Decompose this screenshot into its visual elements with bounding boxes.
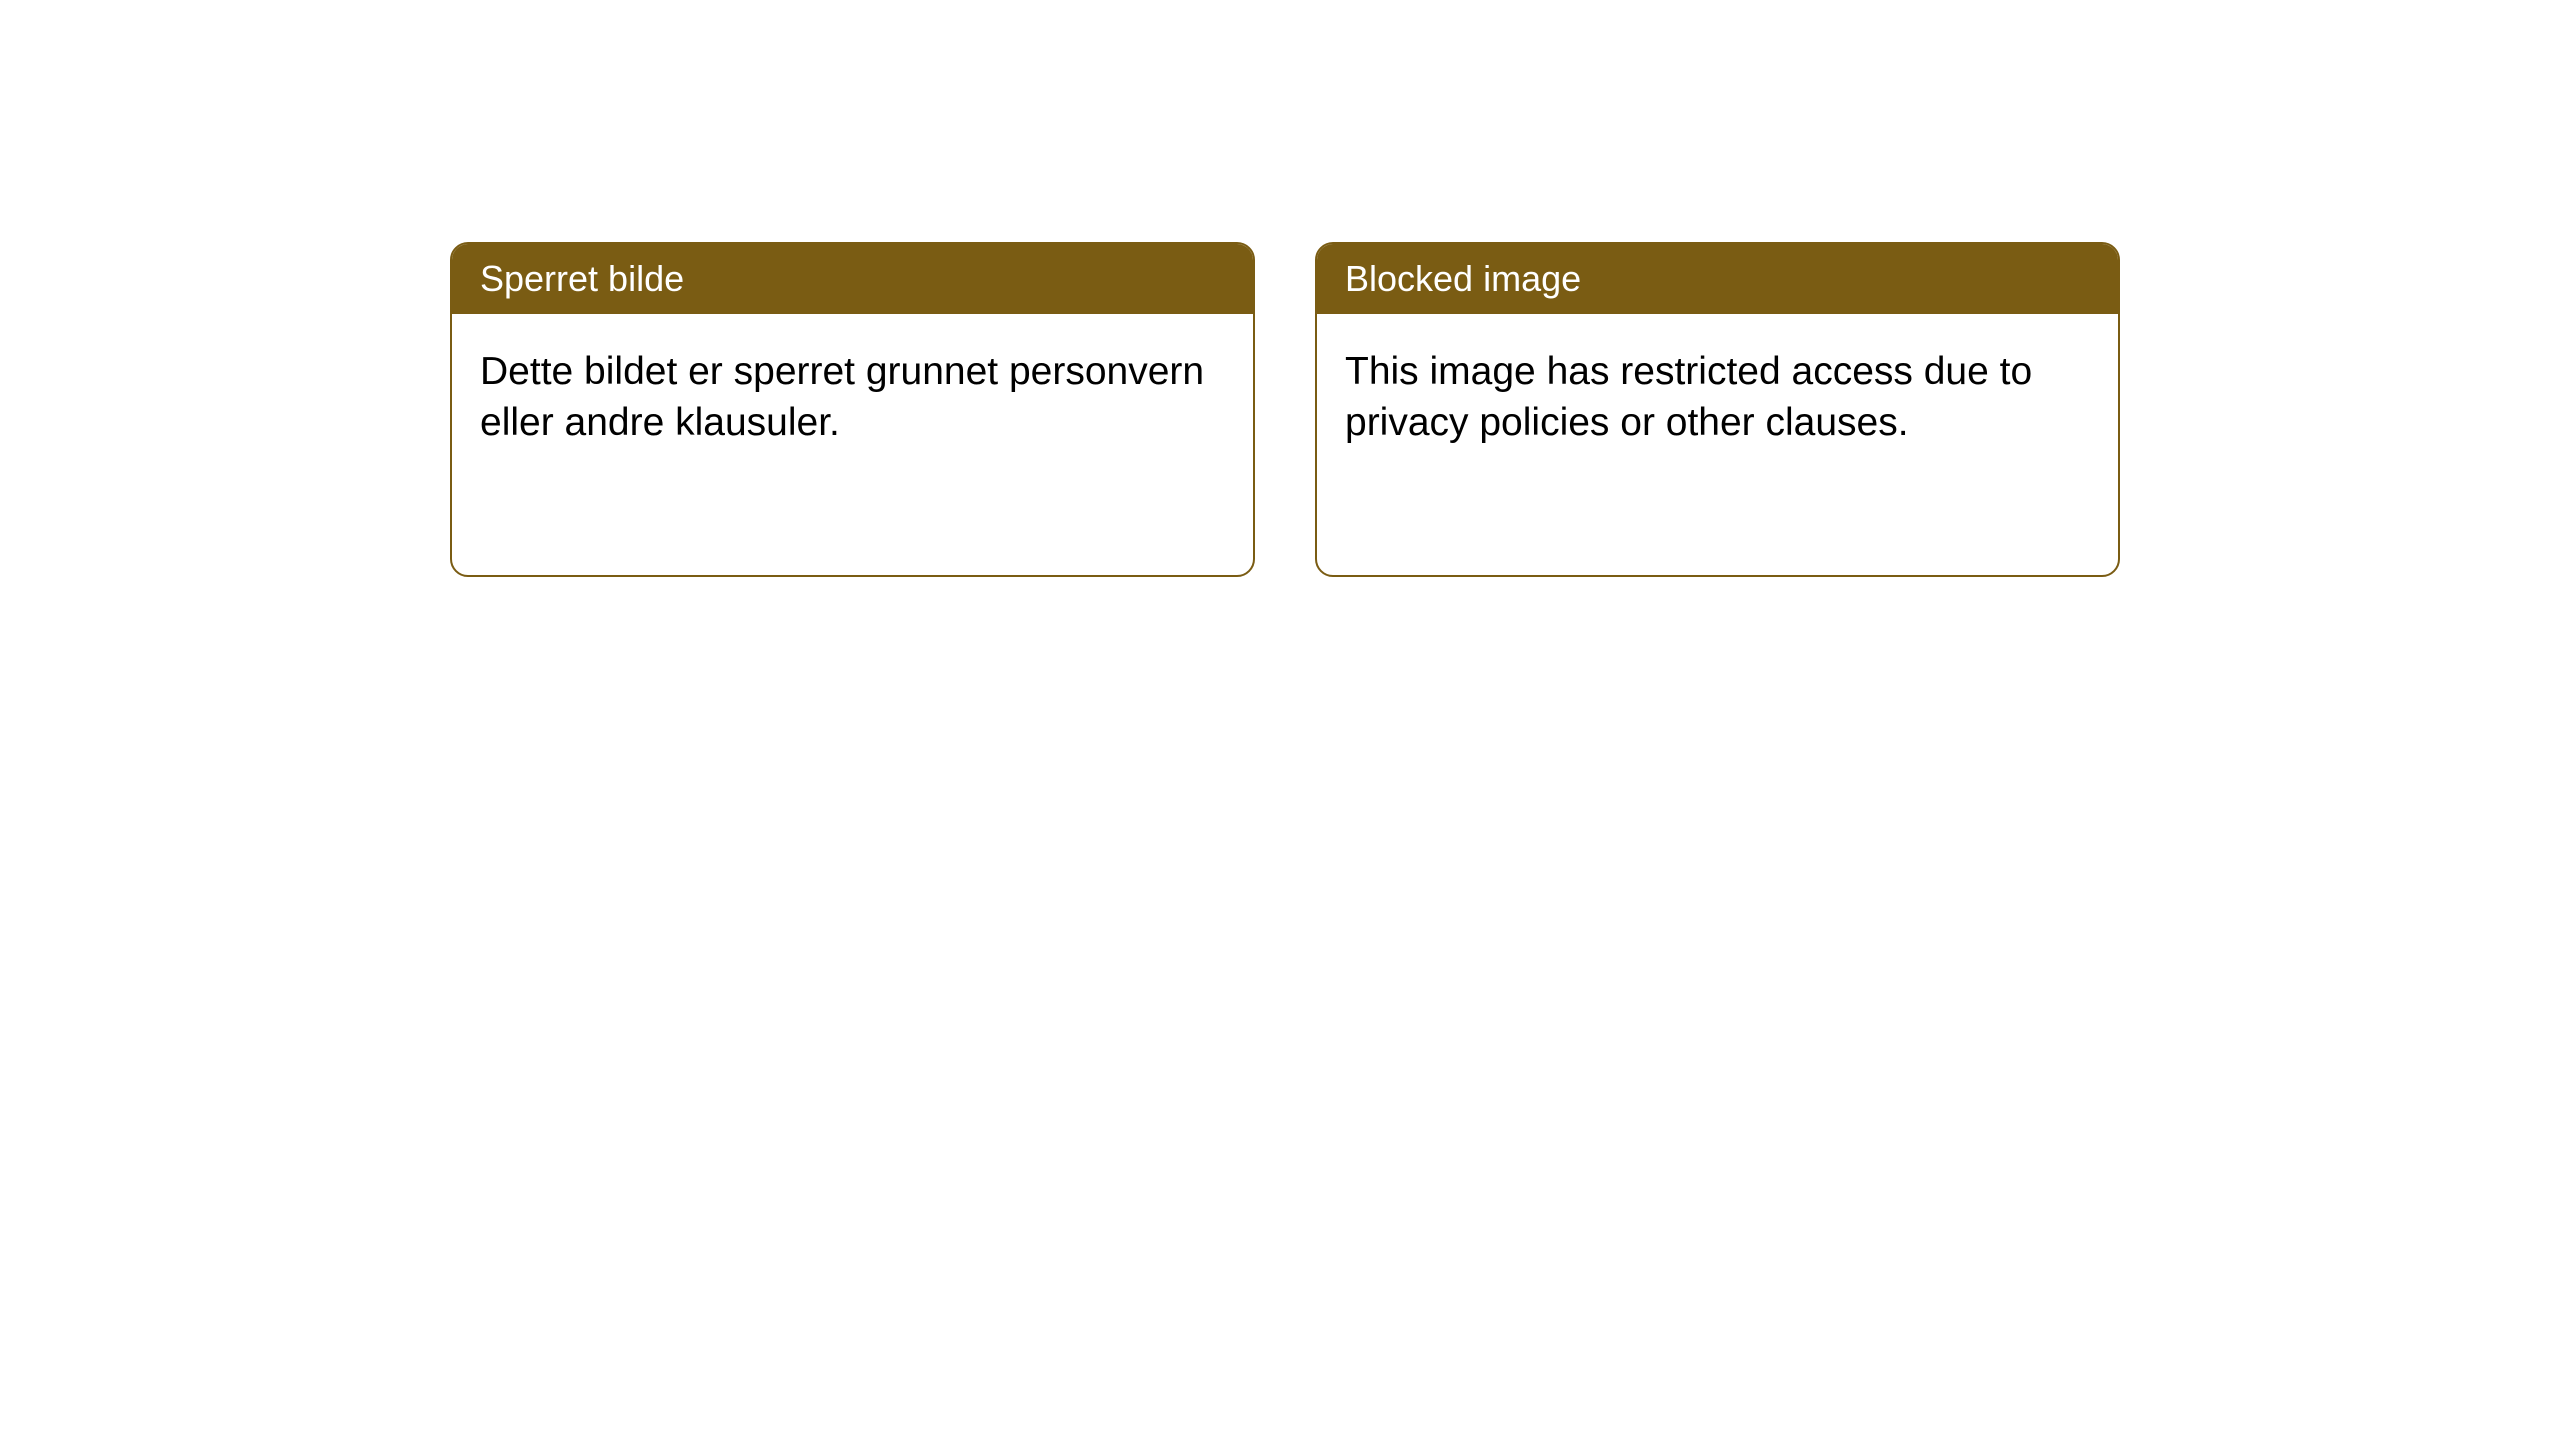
notice-card-english: Blocked image This image has restricted … <box>1315 242 2120 577</box>
notice-header: Blocked image <box>1317 244 2118 314</box>
notice-body: This image has restricted access due to … <box>1317 314 2118 481</box>
notice-container: Sperret bilde Dette bildet er sperret gr… <box>0 0 2560 577</box>
notice-body: Dette bildet er sperret grunnet personve… <box>452 314 1253 481</box>
notice-header: Sperret bilde <box>452 244 1253 314</box>
notice-card-norwegian: Sperret bilde Dette bildet er sperret gr… <box>450 242 1255 577</box>
